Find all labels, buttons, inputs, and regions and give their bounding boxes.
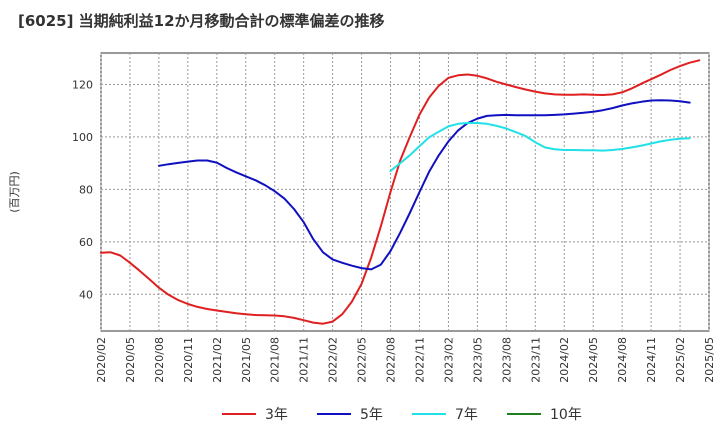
- x-axis: 2020/02 2020/05 2020/08 2020/11 2021/02 2021/…: [95, 337, 716, 383]
- x-tick-label: 2021/02: [211, 337, 224, 383]
- x-tick-label: 2023/11: [529, 337, 542, 383]
- grid-layer: [100, 53, 710, 331]
- x-tick-label: 2020/08: [153, 337, 166, 383]
- legend-label: 10年: [550, 407, 582, 423]
- y-tick-label: 80: [79, 183, 93, 196]
- plot-area: [100, 52, 710, 332]
- x-tick-label: 2024/05: [587, 337, 600, 383]
- chart-title: [6025] 当期純利益12か月移動合計の標準偏差の推移: [18, 12, 385, 30]
- x-tick-label: 2020/02: [95, 337, 108, 383]
- series-line-2: [389, 122, 691, 172]
- legend-item-0: 3年: [222, 407, 288, 423]
- x-tick-label: 2023/05: [471, 337, 484, 383]
- x-tick-label: 2024/08: [616, 337, 629, 383]
- x-tick-label: 2020/05: [124, 337, 137, 383]
- x-tick-label: 2021/11: [298, 337, 311, 383]
- y-tick-label: 60: [79, 236, 93, 249]
- legend-item-2: 7年: [412, 407, 478, 423]
- y-tick-label: 40: [79, 288, 93, 301]
- series-line-1: [157, 99, 691, 271]
- y-tick-label: 100: [72, 131, 93, 144]
- x-tick-label: 2020/11: [182, 337, 195, 383]
- x-tick-label: 2025/05: [703, 337, 716, 383]
- y-axis-label: (百万円): [8, 171, 21, 213]
- y-tick-label: 120: [72, 78, 93, 91]
- legend-label: 7年: [455, 407, 478, 423]
- legend-label: 5年: [360, 407, 383, 423]
- legend-item-1: 5年: [317, 407, 383, 423]
- x-tick-label: 2021/08: [269, 337, 282, 383]
- y-axis: 40 60 80 100 120: [72, 78, 93, 301]
- x-tick-label: 2023/02: [442, 337, 455, 383]
- x-tick-label: 2021/05: [240, 337, 253, 383]
- x-tick-label: 2023/08: [500, 337, 513, 383]
- legend-label: 3年: [265, 407, 288, 423]
- series-layer: [100, 59, 701, 325]
- x-tick-label: 2022/08: [385, 337, 398, 383]
- legend-item-3: 10年: [507, 407, 582, 423]
- x-tick-label: 2024/11: [645, 337, 658, 383]
- x-tick-label: 2022/02: [327, 337, 340, 383]
- legend: 3年 5年 7年 10年: [222, 407, 582, 423]
- x-tick-label: 2025/02: [674, 337, 687, 383]
- x-tick-label: 2024/02: [558, 337, 571, 383]
- series-line-0: [100, 59, 701, 325]
- x-tick-label: 2022/05: [356, 337, 369, 383]
- x-tick-label: 2022/11: [413, 337, 426, 383]
